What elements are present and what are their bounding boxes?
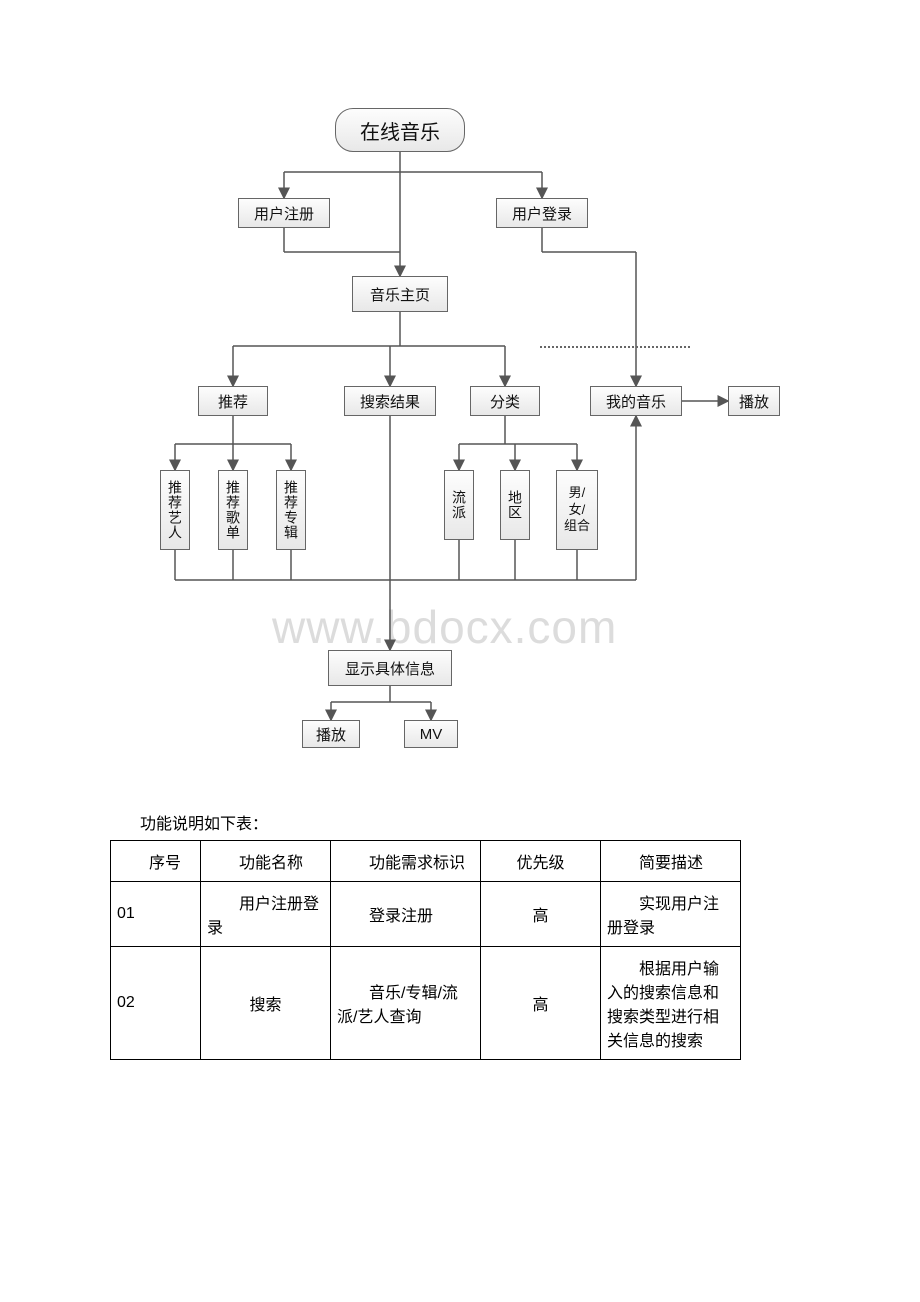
- node-detail: 显示具体信息: [328, 650, 452, 686]
- flowchart-container: www.bdocx.com: [0, 0, 920, 780]
- cell: 实现用户注册登录: [601, 882, 741, 947]
- cell: 01: [111, 882, 201, 947]
- col-header: 优先级: [481, 841, 601, 882]
- cell: 02: [111, 947, 201, 1060]
- col-header: 功能需求标识: [331, 841, 481, 882]
- cell: 高: [481, 947, 601, 1060]
- node-play-1: 播放: [728, 386, 780, 416]
- cell: 登录注册: [331, 882, 481, 947]
- node-root: 在线音乐: [335, 108, 465, 152]
- node-recommend: 推荐: [198, 386, 268, 416]
- table-row: 01 用户注册登录 登录注册 高 实现用户注册登录: [111, 882, 741, 947]
- node-genre: 流派: [444, 470, 474, 540]
- dotted-connector: [540, 346, 690, 348]
- col-header: 序号: [111, 841, 201, 882]
- cell: 高: [481, 882, 601, 947]
- node-category: 分类: [470, 386, 540, 416]
- cell: 根据用户输入的搜索信息和搜索类型进行相关信息的搜索: [601, 947, 741, 1060]
- col-header: 简要描述: [601, 841, 741, 882]
- node-login: 用户登录: [496, 198, 588, 228]
- node-mv: MV: [404, 720, 458, 748]
- watermark: www.bdocx.com: [272, 600, 617, 654]
- node-rec-list: 推荐歌单: [218, 470, 248, 550]
- node-mymusic: 我的音乐: [590, 386, 682, 416]
- node-gender: 男/ 女/ 组合: [556, 470, 598, 550]
- node-search: 搜索结果: [344, 386, 436, 416]
- node-home: 音乐主页: [352, 276, 448, 312]
- table-header-row: 序号 功能名称 功能需求标识 优先级 简要描述: [111, 841, 741, 882]
- node-register: 用户注册: [238, 198, 330, 228]
- cell: 用户注册登录: [201, 882, 331, 947]
- node-region: 地区: [500, 470, 530, 540]
- cell: 音乐/专辑/流派/艺人查询: [331, 947, 481, 1060]
- node-rec-album: 推荐专辑: [276, 470, 306, 550]
- table-row: 02 搜索 音乐/专辑/流派/艺人查询 高 根据用户输入的搜索信息和搜索类型进行…: [111, 947, 741, 1060]
- spec-table: 序号 功能名称 功能需求标识 优先级 简要描述 01 用户注册登录 登录注册 高…: [110, 840, 741, 1060]
- cell: 搜索: [201, 947, 331, 1060]
- node-rec-artist: 推荐艺人: [160, 470, 190, 550]
- col-header: 功能名称: [201, 841, 331, 882]
- table-caption: 功能说明如下表：: [140, 810, 268, 834]
- node-play-2: 播放: [302, 720, 360, 748]
